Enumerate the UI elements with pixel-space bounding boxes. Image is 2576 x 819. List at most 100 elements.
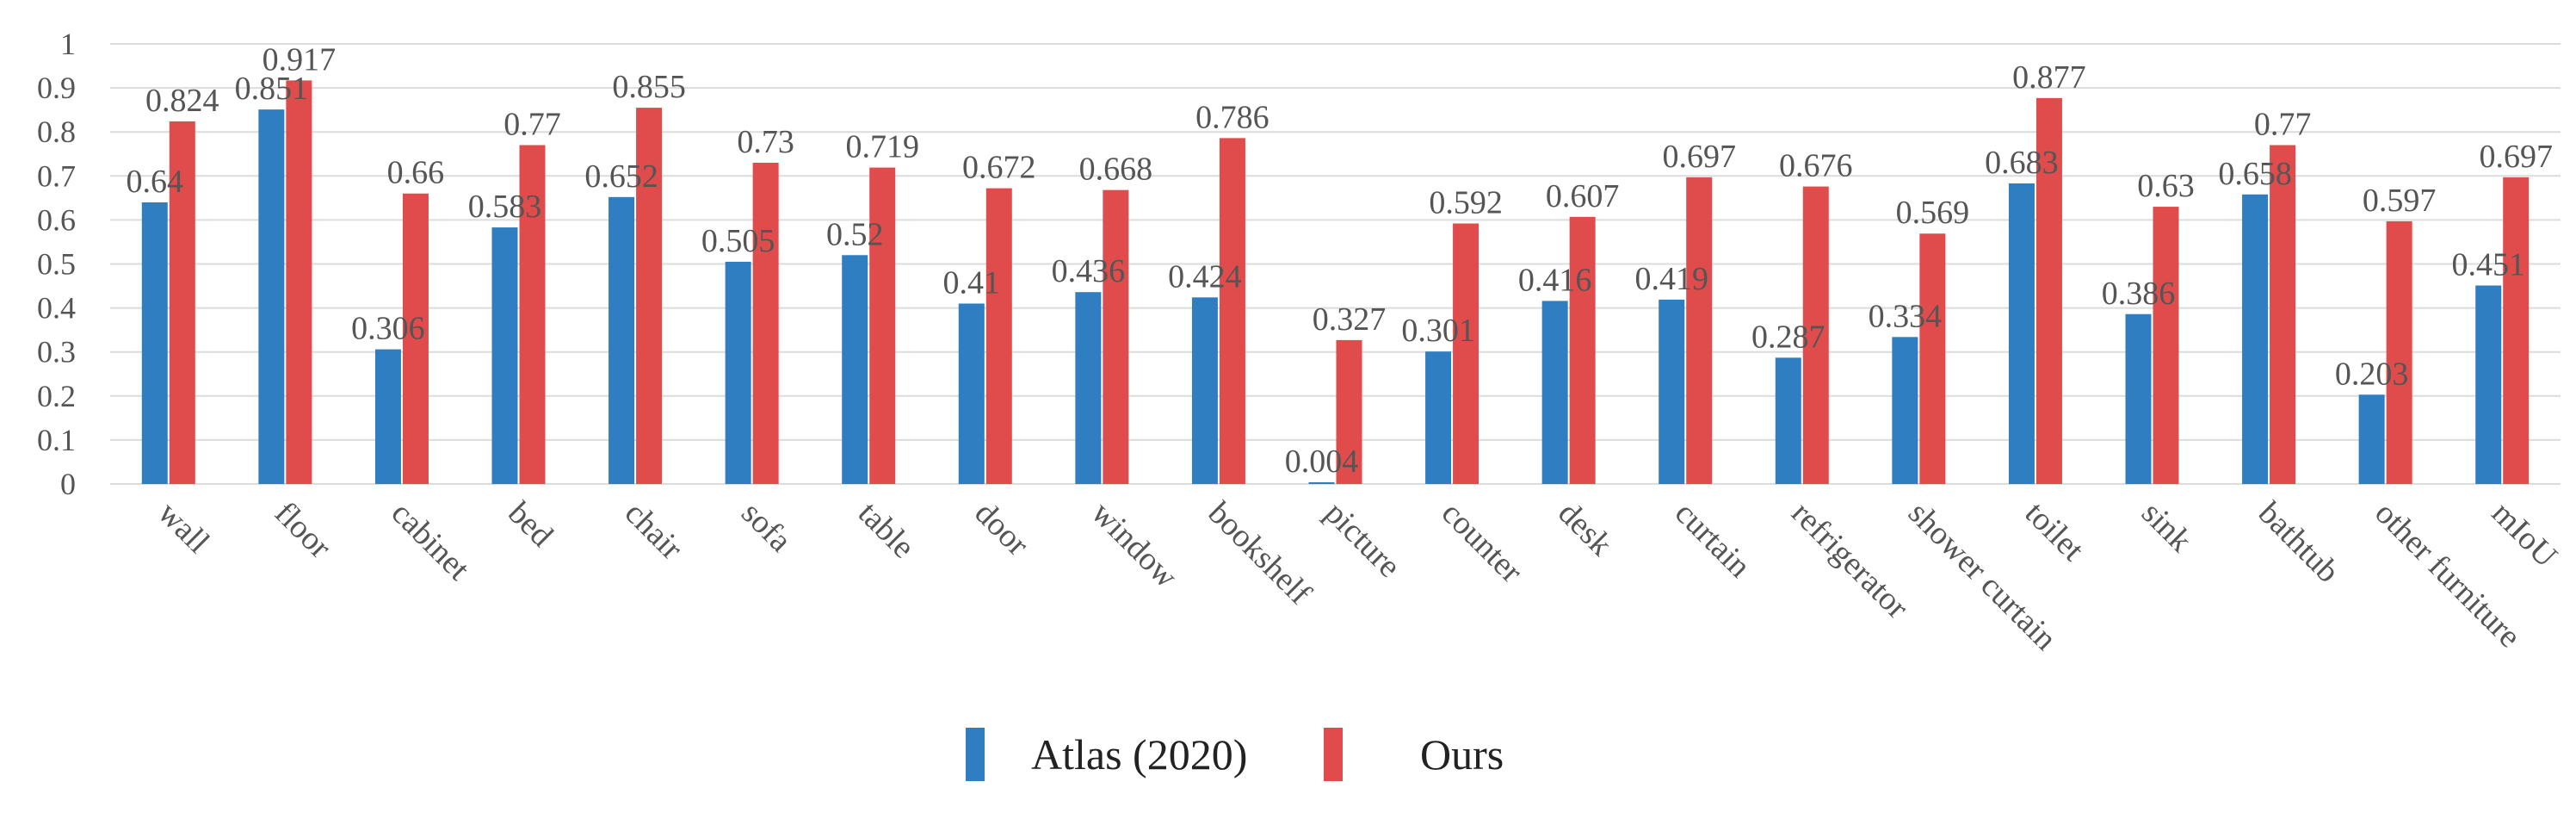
data-label: 0.327 [1313,301,1387,338]
y-tick-label: 0.8 [37,115,76,149]
data-label: 0.66 [387,155,445,191]
data-label: 0.386 [2102,276,2176,312]
data-label: 0.697 [2479,139,2553,175]
bar-atlas-window [1075,292,1102,484]
y-tick-label: 0.7 [37,158,76,193]
x-tick-label: counter [1435,495,1530,591]
data-label: 0.436 [1052,253,1126,289]
x-tick-label: bathtub [2252,495,2346,590]
data-label: 0.592 [1429,184,1503,220]
x-tick-label: bed [501,495,560,555]
bar-ours-sink [2153,207,2179,484]
bar-atlas-picture [1308,481,1335,484]
bar-ours-counter [1453,223,1480,484]
data-label: 0.786 [1195,99,1269,135]
x-tick-label: toilet [2018,495,2091,568]
y-tick-label: 0.9 [37,71,76,105]
bar-ours-chair [636,108,663,484]
bar-ours-other-furniture [2386,220,2412,484]
data-label: 0.569 [1896,195,1970,231]
data-label: 0.917 [263,41,337,78]
bar-ours-sofa [752,162,779,484]
data-label: 0.683 [1985,145,2059,181]
data-label: 0.583 [468,189,542,225]
y-axis-ticks: 0 0.1 0.2 0.3 0.4 0.5 0.6 0.7 0.8 0.9 1 [37,27,76,501]
bar-ours-door [985,188,1012,484]
bar-atlas-sofa [725,261,751,484]
y-tick-label: 0.4 [37,291,76,326]
data-label: 0.855 [612,69,686,105]
x-tick-label: desk [1551,495,1619,563]
bar-atlas-table [842,255,868,484]
bar-atlas-sink [2125,313,2152,484]
data-label: 0.004 [1285,444,1359,480]
y-tick-label: 0.1 [37,423,76,457]
bar-atlas-shower-curtain [1892,337,1918,484]
x-tick-label: window [1084,495,1185,596]
bar-ours-curtain [1686,177,1713,484]
data-label: 0.607 [1546,178,1620,214]
y-tick-label: 0.3 [37,335,76,369]
bar-ours-wall [169,121,195,484]
data-label: 0.658 [2218,156,2292,192]
bar-atlas-counter [1425,351,1452,484]
bar-atlas-desk [1541,301,1568,484]
data-label: 0.672 [962,150,1036,186]
data-label: 0.697 [1662,139,1736,175]
bar-atlas-toilet [2008,183,2035,484]
bar-ours-table [869,167,896,484]
y-tick-label: 0.6 [37,202,76,237]
bar-ours-toilet [2035,97,2062,484]
bar-atlas-floor [258,109,285,484]
bar-atlas-door [958,303,985,484]
bar-ours-mIoU [2503,177,2530,484]
bars [141,80,2530,485]
data-label: 0.824 [145,83,219,119]
bar-atlas-curtain [1659,299,1685,484]
legend: Atlas (2020) Ours [966,728,1504,781]
bar-ours-floor [286,80,312,485]
data-label: 0.77 [503,107,561,143]
data-label: 0.419 [1634,261,1708,297]
data-label: 0.301 [1401,313,1475,349]
y-tick-label: 0.5 [37,247,76,282]
x-tick-label: door [967,495,1035,563]
bar-atlas-wall [141,202,168,484]
data-label: 0.505 [701,223,775,259]
data-label: 0.73 [737,124,794,160]
data-label: 0.719 [845,129,919,165]
x-tick-label: bookshelf [1202,495,1319,612]
x-tick-label: sink [2134,495,2199,560]
data-label: 0.652 [584,158,658,195]
x-tick-label: sofa [734,495,799,560]
y-tick-label: 1 [60,27,76,61]
data-label: 0.597 [2363,183,2437,219]
data-label: 0.287 [1751,319,1825,355]
data-label: 0.63 [2137,168,2195,204]
x-tick-label: mIoU [2485,495,2564,574]
data-label: 0.851 [235,71,309,107]
data-label: 0.668 [1079,152,1153,188]
bar-ours-picture [1336,339,1362,484]
bar-ours-bathtub [2270,145,2296,484]
bar-atlas-refrigerator [1775,357,1801,484]
data-label: 0.424 [1168,258,1242,295]
data-label: 0.416 [1518,262,1592,298]
x-tick-label: curtain [1668,495,1757,585]
data-label: 0.64 [127,164,184,200]
x-tick-label: refrigerator [1784,495,1915,626]
bar-ours-bookshelf [1219,138,1245,484]
data-label: 0.306 [351,311,425,347]
data-label: 0.52 [826,216,884,252]
x-tick-label: chair [618,495,690,568]
gridlines [110,43,2561,485]
legend-swatch-ours [1324,728,1343,781]
y-tick-label: 0 [60,467,76,501]
data-label: 0.676 [1779,148,1853,184]
data-label: 0.877 [2012,59,2086,96]
data-label: 0.451 [2451,247,2525,283]
bar-atlas-mIoU [2475,285,2502,484]
x-tick-label: floor [268,495,338,566]
